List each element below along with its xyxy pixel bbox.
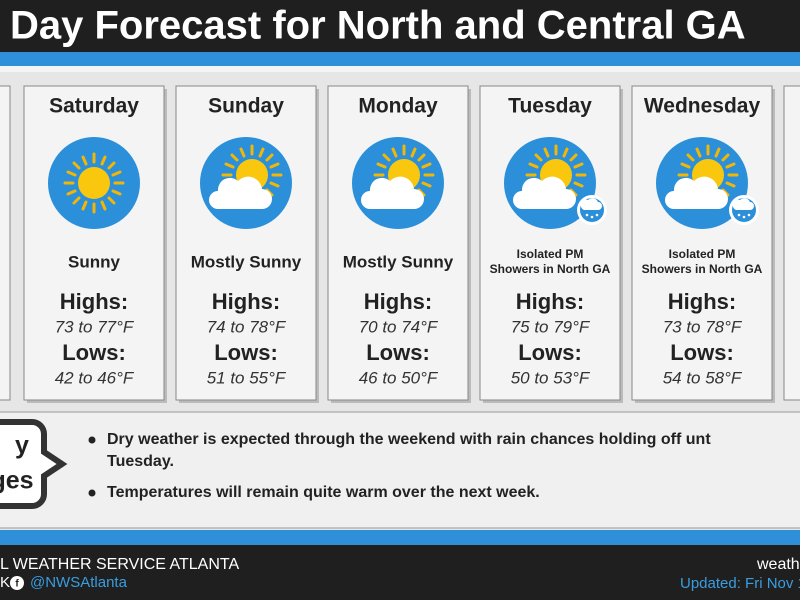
bullet-text: Tuesday. [107,453,174,470]
highs-label: Highs: [212,289,280,314]
bullet-text: Dry weather is expected through the week… [107,431,711,448]
lows: 54 to 58°F [663,368,743,387]
highs-label: Highs: [516,289,584,314]
condition: Sunny [68,252,120,271]
bullet-text: Temperatures will remain quite warm over… [107,484,540,501]
footer-fragment: K [0,574,10,591]
highs-label: Highs: [60,289,128,314]
highs: 74 to 78°F [207,317,287,336]
condition: Mostly Sunny [343,252,454,271]
day-name: Tuesday [508,95,592,118]
highs-label: Highs: [668,289,736,314]
day-card: Sunday Mostly Sunny Highs: 74 to 78°F Lows: 5… [175,85,319,403]
lows-label: Lows: [366,340,430,365]
weather-icon [200,137,292,229]
weather-icon [48,137,140,229]
footer [0,545,800,600]
condition: Isolated PM [517,247,584,261]
footer-site[interactable]: weath [756,556,800,573]
footer-org: L WEATHER SERVICE ATLANTA [0,556,239,573]
lows: 42 to 46°F [55,368,135,387]
lows-label: Lows: [670,340,734,365]
title-bar [0,0,800,52]
bullets: Dry weather is expected through the week… [88,431,711,501]
top-band [0,66,800,72]
lows: 46 to 50°F [359,368,439,387]
key-badge [0,419,68,509]
highs-label: Highs: [364,289,432,314]
day-card: Monday Mostly Sunny Highs: 70 to 74°F Lows: 4… [327,85,471,403]
top-stripe [0,52,800,66]
title: Day Forecast for North and Central GA [10,4,746,48]
day-cards: Saturday Sunny Highs: 73 to 77°F Lows: 42 to … [23,85,775,403]
day-name: Monday [358,95,438,118]
bottom-stripe [0,530,800,545]
condition: Showers in North GA [642,262,763,276]
condition: Mostly Sunny [191,252,302,271]
partial-card [0,85,11,401]
day-name: Sunday [208,95,284,118]
footer-updated: Updated: Fri Nov 1 [680,575,800,592]
weather-icon [352,137,444,229]
lows: 51 to 55°F [207,368,287,387]
highs: 75 to 79°F [511,317,591,336]
lows: 50 to 53°F [511,368,591,387]
highs: 70 to 74°F [359,317,439,336]
bullet-dot [88,436,96,444]
lows-label: Lows: [62,340,126,365]
condition: Isolated PM [669,247,736,261]
badge-text: ges [0,467,34,495]
day-card: Saturday Sunny Highs: 73 to 77°F Lows: 42 to … [23,85,167,403]
facebook-icon [10,576,24,590]
lows-label: Lows: [518,340,582,365]
badge-text: y [15,432,29,460]
key-messages-box [0,411,800,529]
day-name: Wednesday [644,95,761,118]
highs: 73 to 78°F [663,317,743,336]
partial-card [783,85,800,401]
condition: Showers in North GA [490,262,611,276]
facebook-f: f [15,579,19,590]
bullet-dot [88,489,96,497]
highs: 73 to 77°F [55,317,135,336]
footer-handle[interactable]: @NWSAtlanta [30,574,128,591]
lows-label: Lows: [214,340,278,365]
day-name: Saturday [49,95,139,118]
